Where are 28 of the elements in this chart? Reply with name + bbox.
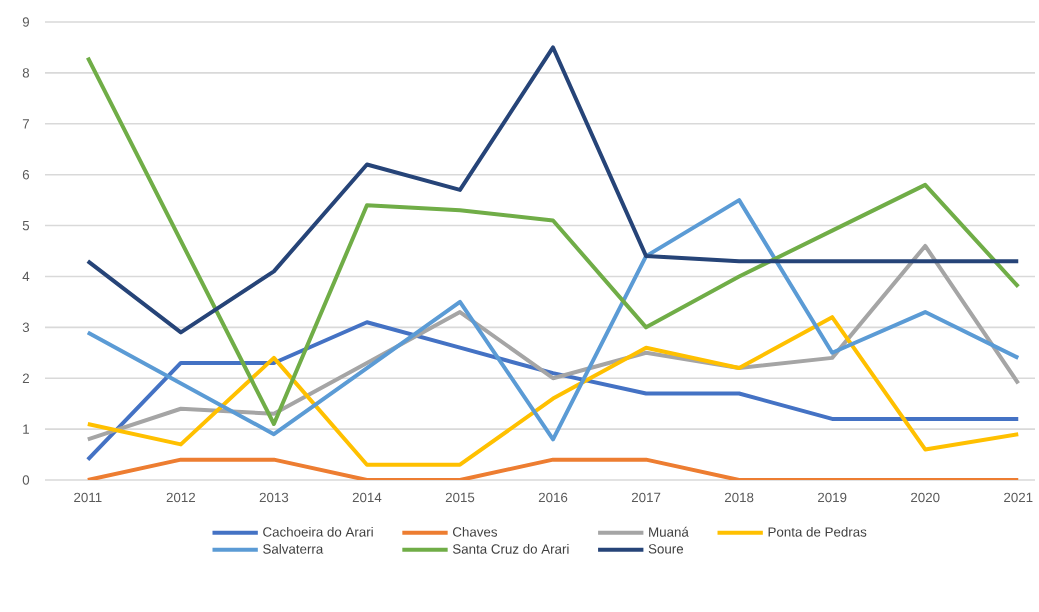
x-tick-label: 2021 (1004, 492, 1033, 503)
y-tick-label: 9 (22, 17, 30, 27)
y-tick-label: 0 (22, 475, 30, 485)
x-tick-label: 2013 (259, 492, 289, 503)
y-tick-label: 1 (23, 424, 29, 434)
y-tick-label: 8 (22, 68, 30, 78)
x-tick-label: 2018 (724, 492, 754, 503)
legend-label: Salvaterra (263, 543, 324, 554)
x-tick-label: 2020 (911, 492, 940, 503)
x-tick-label: 2014 (352, 492, 382, 503)
legend-label: Soure (648, 544, 684, 554)
x-tick-label: 2011 (74, 492, 102, 503)
y-tick-label: 6 (22, 169, 30, 180)
y-tick-label: 7 (22, 119, 29, 129)
y-tick-label: 4 (22, 271, 30, 282)
legend-label: Ponta de Pedras (768, 526, 867, 537)
x-tick-label: 2012 (166, 492, 196, 503)
y-tick-label: 5 (22, 220, 30, 231)
legend-label: Cachoeira do Arari (263, 526, 373, 537)
x-tick-label: 2019 (818, 492, 847, 503)
x-tick-label: 2017 (631, 492, 661, 503)
legend-label: Santa Cruz do Arari (452, 543, 569, 554)
legend-label: Chaves (452, 526, 498, 537)
legend-label: Muaná (649, 526, 689, 537)
x-tick-label: 2016 (538, 492, 568, 503)
y-tick-label: 3 (22, 322, 30, 333)
x-tick-label: 2015 (445, 492, 475, 503)
y-tick-label: 2 (22, 373, 29, 383)
